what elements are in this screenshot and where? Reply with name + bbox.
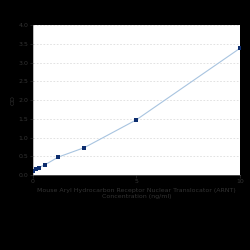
Point: [30, 169, 34, 173]
Point: [238, 46, 242, 50]
X-axis label: Mouse Aryl Hydrocarbon Receptor Nuclear Translocator (ARNT)
Concentration (ng/ml: Mouse Aryl Hydrocarbon Receptor Nuclear …: [37, 188, 235, 199]
Point: [56, 155, 60, 159]
Point: [82, 146, 86, 150]
Y-axis label: OD: OD: [11, 95, 16, 105]
Point: [44, 162, 48, 166]
Point: [134, 118, 138, 122]
Point: [37, 166, 41, 170]
Point: [34, 168, 38, 172]
